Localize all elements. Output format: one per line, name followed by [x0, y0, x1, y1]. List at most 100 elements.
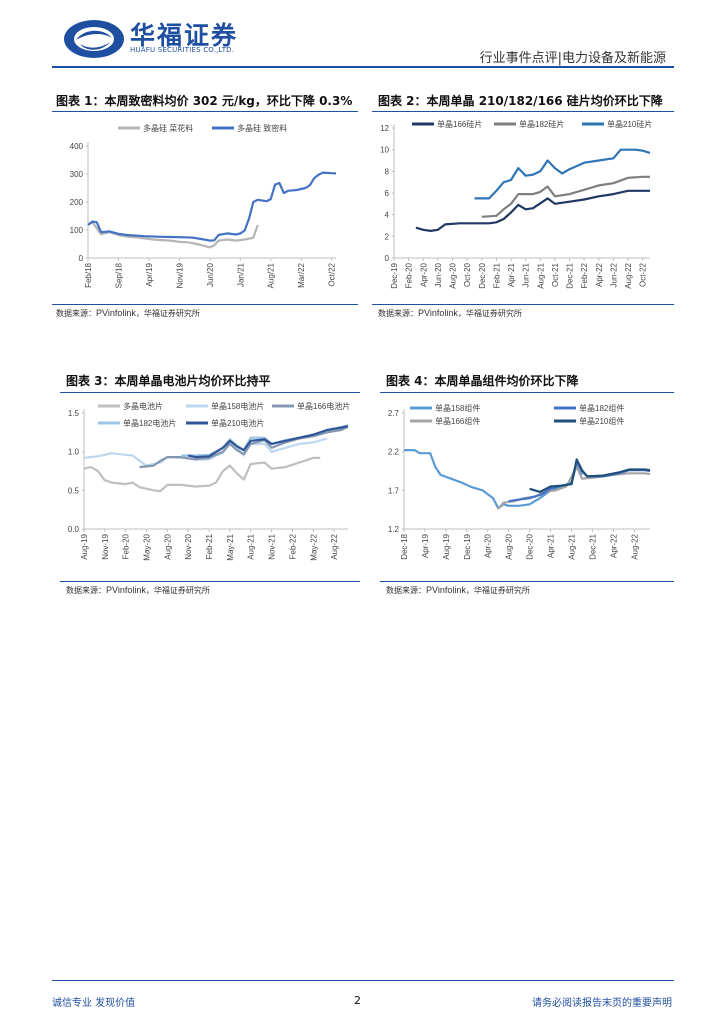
x-tick-label: Nov-19	[101, 533, 110, 559]
x-tick-label: Aug-19	[442, 533, 451, 559]
footer-divider	[52, 980, 674, 981]
figure-4-chart: 1.2 1.7 2.2 2.7 Dec-18 Apr-19 Aug-19 Dec-19 Apr-…	[388, 403, 651, 560]
x-tick-label: Feb-20	[122, 533, 131, 559]
y-tick-label: 2.7	[388, 409, 400, 418]
x-tick-label: Dec-19	[390, 262, 399, 288]
y-tick-label: 0.0	[68, 525, 80, 534]
x-tick-label: Feb-21	[492, 262, 501, 288]
series-line	[83, 456, 321, 493]
x-tick-label: Apr-21	[547, 533, 556, 558]
report-category: 行业事件点评|电力设备及新能源	[479, 51, 666, 66]
x-tick-label: Dec-21	[588, 533, 597, 559]
x-tick-label: Oct-21	[551, 262, 560, 287]
x-tick-label: Dec-20	[478, 262, 487, 288]
x-tick-label: Mar/22	[297, 262, 306, 287]
figure-2-top-rule	[372, 111, 674, 112]
y-tick-label: 200	[70, 198, 84, 207]
series-line	[481, 175, 650, 218]
x-tick-label: Oct-22	[639, 262, 648, 287]
y-tick-label: 100	[70, 226, 84, 235]
x-tick-label: Nov-21	[268, 533, 277, 559]
series-line	[474, 148, 651, 200]
x-tick-label: Feb-22	[580, 262, 589, 288]
series-line	[529, 458, 651, 493]
x-tick-label: Apr-20	[484, 533, 493, 558]
series-line	[187, 425, 349, 459]
series-line	[139, 425, 349, 469]
y-tick-label: 1.0	[68, 448, 80, 457]
x-tick-label: May-20	[143, 533, 152, 560]
series-line	[83, 437, 328, 467]
figure-4-top-rule	[380, 392, 674, 393]
x-tick-label: Aug-20	[505, 533, 514, 559]
x-tick-label: Oct/22	[328, 262, 337, 286]
legend-label: 单晶210硅片	[607, 119, 652, 129]
x-tick-label: Nov/19	[175, 262, 184, 288]
x-tick-label: Aug-22	[630, 533, 639, 559]
y-tick-label: 0	[385, 254, 390, 263]
x-tick-label: Feb-20	[405, 262, 414, 288]
x-tick-label: Jun-22	[609, 262, 618, 287]
figure-3-top-rule	[60, 392, 360, 393]
figure-1-source: 数据来源：PVinfolink，华福证券研究所	[56, 308, 200, 318]
figure-3-bottom-rule	[60, 581, 360, 582]
x-tick-label: Jun-20	[434, 262, 443, 287]
y-tick-label: 400	[70, 142, 84, 151]
figure-2-title: 图表 2：本周单晶 210/182/166 硅片均价环比下降	[378, 94, 663, 108]
figure-2-source: 数据来源：PVinfolink，华福证券研究所	[378, 308, 522, 318]
x-tick-label: Aug-22	[330, 533, 339, 559]
footer-disclaimer: 请务必阅读报告末页的重要声明	[532, 998, 672, 1009]
y-tick-label: 1.2	[388, 525, 400, 534]
x-tick-label: Feb/18	[84, 262, 93, 287]
page-number: 2	[354, 994, 361, 1007]
series-line	[404, 449, 584, 510]
x-tick-label: Aug-22	[624, 262, 633, 288]
x-tick-label: Apr/19	[145, 262, 154, 286]
figure-4-title: 图表 4：本周单晶组件均价环比下降	[386, 374, 579, 388]
x-tick-label: Jun-21	[522, 262, 531, 287]
x-tick-label: Apr-22	[595, 262, 604, 287]
x-tick-label: Apr-19	[421, 533, 430, 558]
y-tick-label: 1.5	[68, 409, 80, 418]
legend-label: 单晶166硅片	[437, 119, 482, 129]
figure-3-chart: 0.0 0.5 1.0 1.5 Aug-19 Nov-19 Feb-20 May-20 Aug-…	[68, 401, 350, 561]
x-tick-label: Dec-20	[526, 533, 535, 559]
legend-label: 单晶210电池片	[211, 418, 264, 428]
x-tick-label: May-22	[309, 533, 318, 560]
x-tick-label: Aug-21	[536, 262, 545, 288]
legend-label: 单晶182组件	[579, 403, 624, 413]
footer-slogan: 诚信专业 发现价值	[52, 998, 136, 1009]
y-tick-label: 4	[385, 211, 390, 220]
figure-3-source: 数据来源：PVinfolink，华福证券研究所	[66, 585, 210, 595]
x-tick-label: Aug/21	[267, 262, 276, 288]
y-tick-label: 12	[380, 124, 389, 133]
header-divider	[52, 66, 674, 68]
y-tick-label: 2.2	[388, 448, 400, 457]
series-line	[415, 189, 650, 232]
figure-2-chart: 0 2 4 6 8 10 12 Dec-19 Feb-20 Apr-20 Jun-20 Aug-20 O…	[380, 119, 652, 289]
company-logo-icon	[64, 20, 124, 58]
figure-4-source: 数据来源：PVinfolink，华福证券研究所	[386, 585, 530, 595]
legend-label: 单晶158电池片	[211, 401, 264, 411]
legend-label: 单晶166电池片	[297, 401, 350, 411]
legend-label: 单晶210组件	[579, 416, 624, 426]
x-tick-label: Aug-20	[449, 262, 458, 288]
legend-label: 单晶182电池片	[123, 418, 176, 428]
figure-1-top-rule	[52, 111, 358, 112]
logo-chinese-name: 华福证券	[130, 21, 239, 50]
series-line	[87, 171, 337, 242]
x-tick-label: Aug-20	[163, 533, 172, 559]
figure-1-title: 图表 1：本周致密料均价 302 元/kg，环比下降 0.3%	[56, 94, 353, 108]
x-tick-label: Dec-21	[566, 262, 575, 288]
x-tick-label: Jun/20	[206, 262, 215, 287]
y-tick-label: 300	[70, 170, 84, 179]
legend-label: 多晶硅 致密料	[237, 123, 287, 133]
legend-label: 多晶电池片	[123, 401, 163, 411]
x-tick-label: Aug-21	[247, 533, 256, 559]
x-tick-label: Dec-18	[400, 533, 409, 559]
legend-label: 单晶166组件	[435, 416, 480, 426]
x-tick-label: Jan/21	[236, 262, 245, 287]
figure-1-bottom-rule	[52, 304, 358, 305]
x-tick-label: Sep/18	[114, 262, 123, 288]
figure-3-title: 图表 3：本周单晶电池片均价环比持平	[66, 374, 271, 388]
